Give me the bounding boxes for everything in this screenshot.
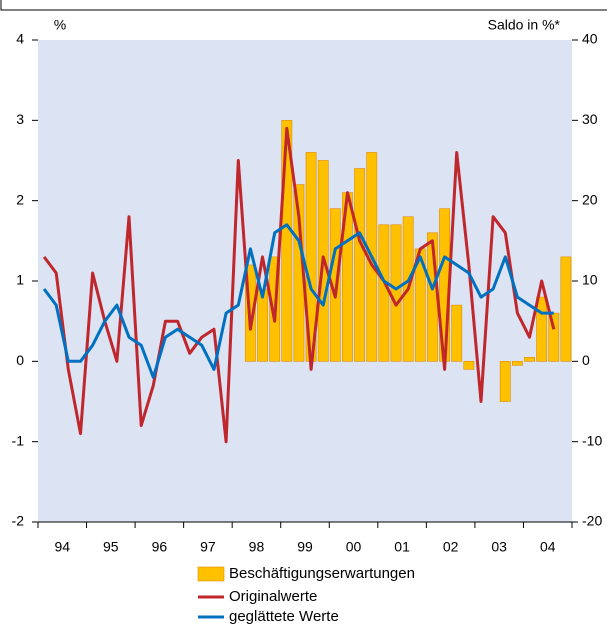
- x-tick-label: 99: [297, 539, 313, 555]
- y-tick-label: 4: [16, 31, 24, 47]
- bar: [463, 361, 475, 370]
- x-tick-label: 95: [103, 539, 119, 555]
- bar: [257, 288, 268, 362]
- x-tick-label: 03: [491, 539, 507, 555]
- x-tick-label: 98: [249, 539, 265, 555]
- bar: [499, 361, 511, 402]
- legend-label: geglättete Werte: [229, 608, 339, 625]
- y2-tick-label: -10: [582, 432, 602, 448]
- y2-unit-label: Saldo in %*: [488, 17, 561, 33]
- y-unit-label: %: [54, 17, 66, 33]
- line: [42, 223, 554, 379]
- y-tick-label: -2: [12, 513, 25, 529]
- y-tick-label: 1: [16, 272, 24, 288]
- y2-tick-label: 0: [582, 352, 590, 368]
- frame: [0, 0, 607, 11]
- bar: [378, 224, 390, 362]
- y2-tick-label: -20: [582, 513, 602, 529]
- legend-swatch: [197, 566, 225, 582]
- bar: [560, 256, 572, 362]
- bar: [281, 120, 293, 362]
- x-tick-label: 97: [200, 539, 216, 555]
- y2-tick-label: 10: [582, 272, 598, 288]
- x-tick-label: 94: [54, 539, 70, 555]
- x-tick-label: 96: [152, 539, 168, 555]
- x-tick-label: 02: [443, 539, 459, 555]
- y2-tick-label: 20: [582, 191, 598, 207]
- bar: [536, 296, 548, 362]
- legend-label: Originalwerte: [229, 588, 317, 605]
- y-tick-label: 2: [16, 191, 24, 207]
- y-tick-label: 3: [16, 111, 24, 127]
- x-tick-label: 01: [394, 539, 410, 555]
- bar: [451, 304, 463, 362]
- y-tick-label: 0: [16, 352, 24, 368]
- bar: [354, 168, 366, 362]
- legend-label: Beschäftigungserwartungen: [229, 565, 415, 582]
- y-tick-label: -1: [12, 432, 25, 448]
- bar: [511, 361, 523, 366]
- line: [42, 126, 556, 444]
- y2-tick-label: 40: [582, 31, 598, 47]
- x-tick-label: 00: [346, 539, 362, 555]
- y2-tick-label: 30: [582, 111, 598, 127]
- x-tick-label: 04: [540, 539, 556, 555]
- bar: [524, 357, 535, 362]
- bar: [390, 224, 402, 362]
